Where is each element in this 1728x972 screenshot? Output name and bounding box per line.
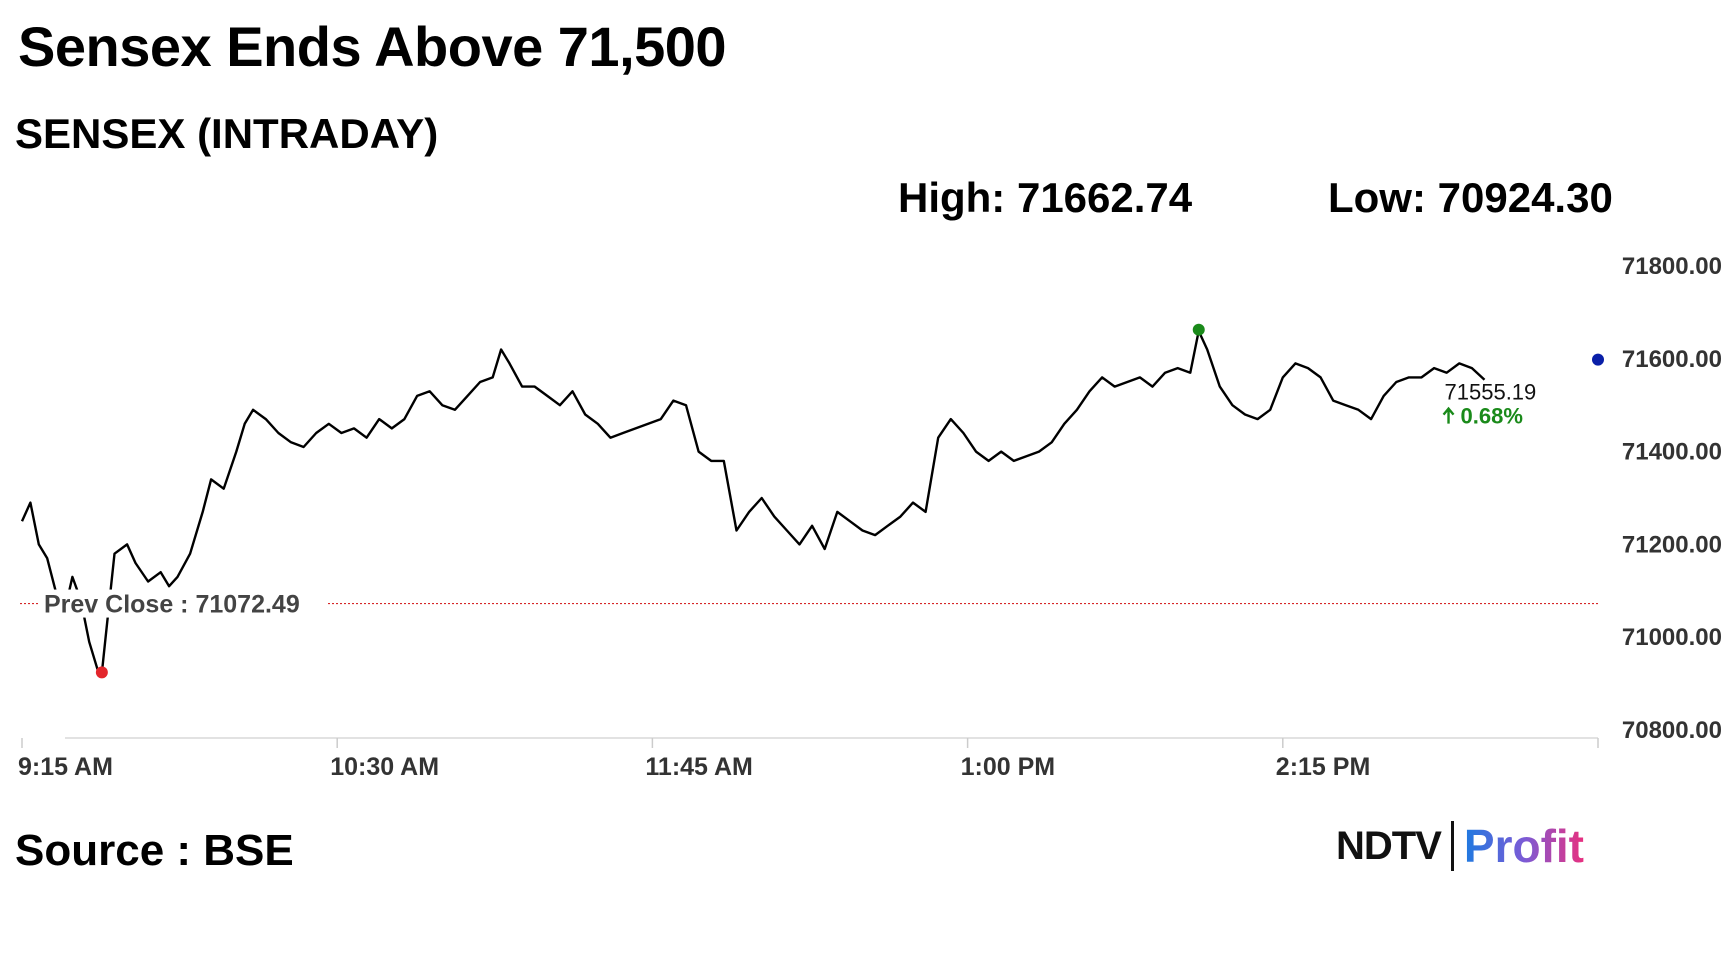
y-tick-label: 71400.00: [1622, 439, 1722, 466]
x-tick-label: 11:45 AM: [645, 753, 752, 781]
prev-close-label: Prev Close : 71072.49: [44, 591, 300, 619]
y-tick-label: 71000.00: [1622, 624, 1722, 651]
high-marker: [1192, 323, 1205, 336]
low-value: Low: 70924.30: [1328, 174, 1613, 221]
y-tick-label: 71200.00: [1622, 531, 1722, 558]
high-value: High: 71662.74: [898, 174, 1193, 221]
x-tick-label: 9:15 AM: [18, 753, 113, 781]
logo-profit-text: Profit: [1463, 820, 1584, 872]
x-tick-label: 2:15 PM: [1276, 753, 1370, 781]
y-tick-label: 71800.00: [1622, 253, 1722, 280]
ndtv-profit-logo: NDTV Profit: [1336, 818, 1584, 874]
sensex-intraday-chart: 71800.00 71600.00 71400.00 71200.00 71000.00…: [18, 253, 1722, 781]
y-tick-label: 70800.00: [1622, 717, 1722, 744]
source-note: Source : BSE: [15, 826, 294, 875]
x-tick-label: 10:30 AM: [330, 753, 439, 781]
last-value-label: 71555.19: [1445, 380, 1537, 405]
series-line-sensex: [20, 329, 1486, 674]
y-tick-label: 71600.00: [1622, 346, 1722, 373]
arrow-up-icon: [1442, 406, 1455, 424]
prev-close-label-bg: [38, 589, 328, 618]
x-tick-label: 1:00 PM: [961, 753, 1055, 781]
y-axis: 71800.00 71600.00 71400.00 71200.00 71000.00…: [1622, 253, 1722, 744]
x-axis: 9:15 AM 10:30 AM 11:45 AM 1:00 PM 2:15 PM: [18, 737, 1599, 781]
change-percent-label: 0.68%: [1461, 404, 1523, 429]
logo-divider: [1450, 821, 1454, 871]
change-indicator: 0.68%: [1442, 404, 1523, 429]
headline: Sensex Ends Above 71,500: [18, 15, 727, 78]
last-marker: [1592, 353, 1604, 366]
low-marker: [95, 666, 108, 679]
logo-ndtv-text: NDTV: [1336, 823, 1442, 868]
chart-subtitle: SENSEX (INTRADAY): [15, 110, 439, 157]
